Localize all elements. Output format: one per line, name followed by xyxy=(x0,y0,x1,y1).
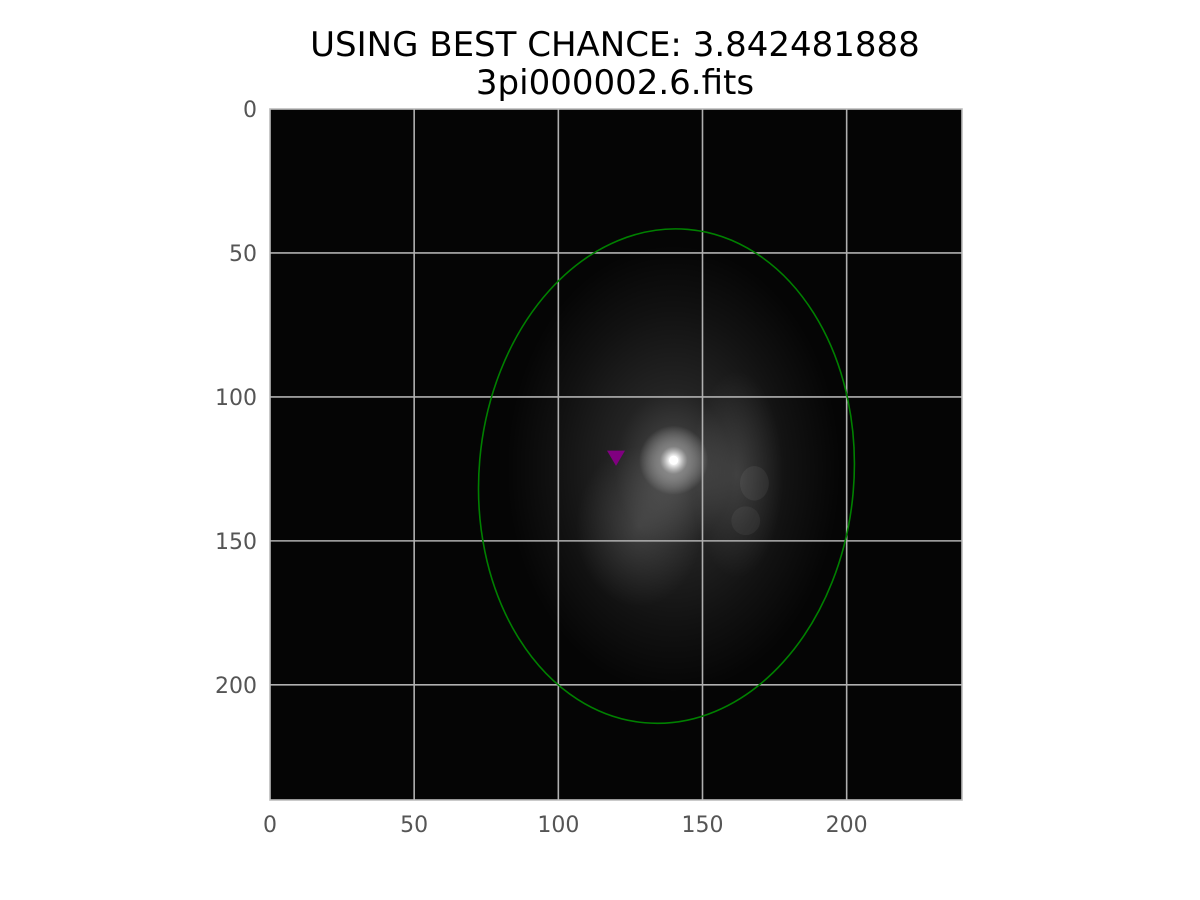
y-tick-label: 100 xyxy=(215,386,257,411)
chart-title-line-2: 3pi000002.6.fits xyxy=(475,63,755,103)
candidate-marker xyxy=(607,450,625,466)
x-tick-label: 50 xyxy=(400,813,428,838)
x-tick-label: 200 xyxy=(826,813,868,838)
x-tick-label: 100 xyxy=(537,813,579,838)
galaxy-knot xyxy=(731,506,761,536)
y-tick-label: 150 xyxy=(215,530,257,555)
x-tick-label: 0 xyxy=(263,813,277,838)
x-axis-ticks: 0 50 100 150 200 xyxy=(263,813,868,838)
y-axis-ticks: 0 50 100 150 200 xyxy=(215,98,257,699)
x-tick-label: 150 xyxy=(682,813,724,838)
y-tick-label: 200 xyxy=(215,674,257,699)
galaxy-knot xyxy=(739,466,769,501)
chart-title-line-1: USING BEST CHANCE: 3.842481888 xyxy=(310,25,920,65)
axes-frame xyxy=(269,108,963,801)
y-tick-label: 0 xyxy=(243,98,257,123)
y-tick-label: 50 xyxy=(229,242,257,267)
bright-source xyxy=(669,455,679,465)
galaxy-arm xyxy=(690,371,784,579)
galaxy-image xyxy=(506,244,841,694)
host-ellipse xyxy=(477,228,856,725)
